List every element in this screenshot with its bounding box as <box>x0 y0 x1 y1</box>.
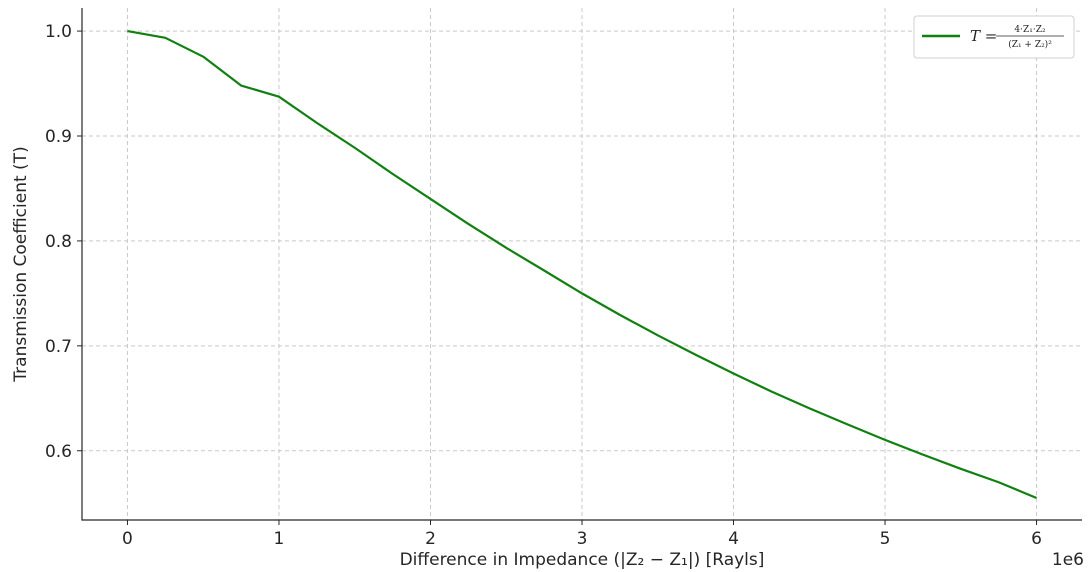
y-tick-label: 0.6 <box>45 442 72 462</box>
axis-spines <box>81 8 1082 521</box>
y-tick-label: 1.0 <box>45 22 72 42</box>
y-tick-label: 0.7 <box>45 337 72 357</box>
x-tick-label: 6 <box>1031 529 1042 549</box>
legend-label-numerator: 4·Z₁·Z₂ <box>1014 25 1046 35</box>
x-axis-label: Difference in Impedance (|Z₂ − Z₁|) [Ray… <box>400 550 765 570</box>
ticks: 0 1 2 3 4 5 6 0.6 0.7 0.8 0.9 1.0 <box>45 22 1042 549</box>
legend: T = 4·Z₁·Z₂ (Z₁ + Z₂)² <box>913 15 1075 59</box>
x-tick-label: 5 <box>880 529 891 549</box>
x-tick-label: 4 <box>728 529 739 549</box>
grid <box>82 8 1082 520</box>
x-axis-offset-label: 1e6 <box>1052 550 1084 570</box>
x-tick-label: 1 <box>274 529 285 549</box>
x-tick-label: 2 <box>425 529 436 549</box>
y-tick-label: 0.8 <box>45 232 72 252</box>
legend-box <box>913 15 1075 59</box>
series-line <box>127 29 1037 499</box>
y-tick-label: 0.9 <box>45 127 72 147</box>
x-tick-label: 3 <box>577 529 588 549</box>
legend-label-lhs: T = <box>970 27 997 45</box>
series <box>127 29 1037 499</box>
y-axis-label: Transmission Coefficient (T) <box>11 146 31 382</box>
x-tick-label: 0 <box>122 529 133 549</box>
legend-label-denominator: (Z₁ + Z₂)² <box>1008 39 1052 50</box>
